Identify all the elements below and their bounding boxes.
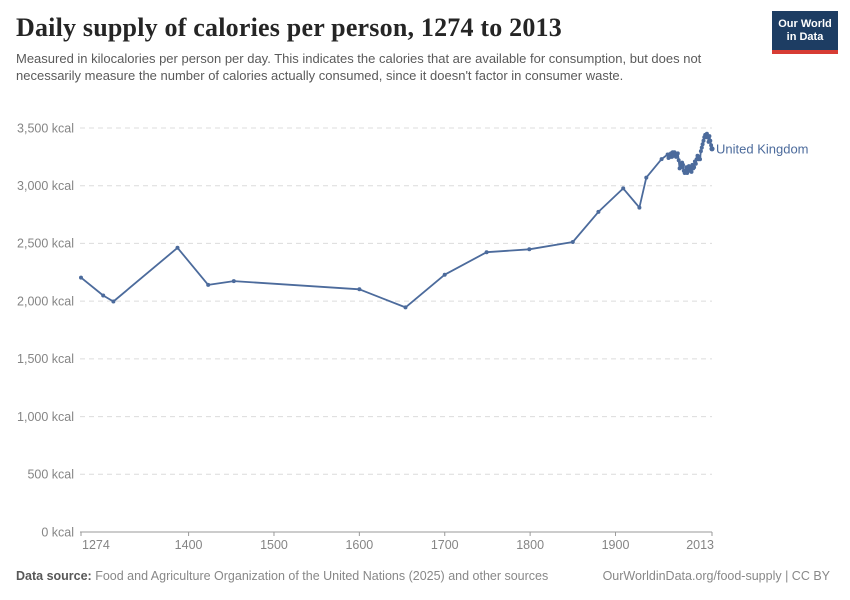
data-point — [701, 138, 706, 143]
data-point-final — [709, 146, 715, 152]
x-tick-label: 1600 — [345, 538, 373, 552]
owid-logo-line1: Our World — [778, 18, 832, 30]
data-point — [699, 145, 704, 150]
owid-logo-line2: in Data — [786, 31, 824, 43]
y-tick-label: 2,500 kcal — [17, 237, 74, 251]
data-point — [659, 157, 664, 162]
chart-header: Daily supply of calories per person, 127… — [16, 13, 755, 84]
y-tick-label: 3,000 kcal — [17, 179, 74, 193]
data-point — [707, 134, 712, 139]
x-tick-label: 1500 — [260, 538, 288, 552]
owid-link[interactable]: OurWorldinData.org/food-supply | CC BY — [602, 569, 830, 583]
data-point — [698, 149, 703, 154]
data-point — [175, 245, 180, 250]
data-point — [676, 158, 681, 163]
y-tick-label: 2,000 kcal — [17, 294, 74, 308]
data-point — [570, 240, 575, 244]
data-source-note: Data source: Food and Agriculture Organi… — [16, 569, 548, 583]
x-tick-label: 1700 — [431, 538, 459, 552]
data-point — [689, 169, 694, 174]
data-point — [484, 250, 489, 255]
data-point — [403, 305, 408, 310]
owid-logo[interactable]: Our World in Data — [772, 11, 838, 54]
data-source-label: Data source: — [16, 569, 92, 583]
data-source-text: Food and Agriculture Organization of the… — [91, 569, 549, 583]
data-point — [527, 247, 532, 252]
x-tick-label: 2013 — [686, 538, 714, 552]
x-tick-label: 1800 — [516, 538, 544, 552]
data-point — [698, 157, 702, 162]
y-tick-label: 1,500 kcal — [17, 352, 74, 366]
y-tick-label: 1,000 kcal — [17, 410, 74, 424]
data-point — [637, 205, 642, 210]
entity-label-united-kingdom: United Kingdom — [716, 141, 809, 156]
data-point — [644, 175, 649, 180]
data-point — [111, 299, 116, 304]
data-point — [79, 275, 83, 280]
chart-title: Daily supply of calories per person, 127… — [16, 13, 562, 42]
chart-footer: Data source: Food and Agriculture Organi… — [16, 569, 830, 583]
data-point — [621, 186, 626, 191]
data-point — [700, 142, 705, 147]
x-tick-label: 1900 — [602, 538, 630, 552]
x-tick-label: 1400 — [175, 538, 203, 552]
data-point — [693, 161, 698, 166]
data-point — [596, 209, 601, 214]
data-point — [231, 279, 236, 284]
data-point — [675, 151, 680, 156]
data-point — [357, 287, 362, 292]
data-point — [442, 272, 447, 277]
data-point — [206, 282, 211, 287]
data-point — [692, 165, 697, 170]
data-point — [708, 138, 713, 143]
plot-area: 0 kcal 500 kcal 1,000 kcal 1,500 kcal 2,000 … — [17, 121, 808, 552]
data-point — [101, 293, 106, 298]
y-tick-label: 3,500 kcal — [17, 121, 74, 135]
data-line-united-kingdom — [80, 132, 713, 309]
data-point — [681, 162, 685, 167]
chart-subtitle: Measured in kilocalories per person per … — [16, 51, 702, 83]
y-tick-label: 0 kcal — [41, 525, 74, 539]
x-tick-label: 1274 — [82, 538, 110, 552]
y-tick-label: 500 kcal — [27, 468, 74, 482]
data-point — [685, 171, 690, 175]
